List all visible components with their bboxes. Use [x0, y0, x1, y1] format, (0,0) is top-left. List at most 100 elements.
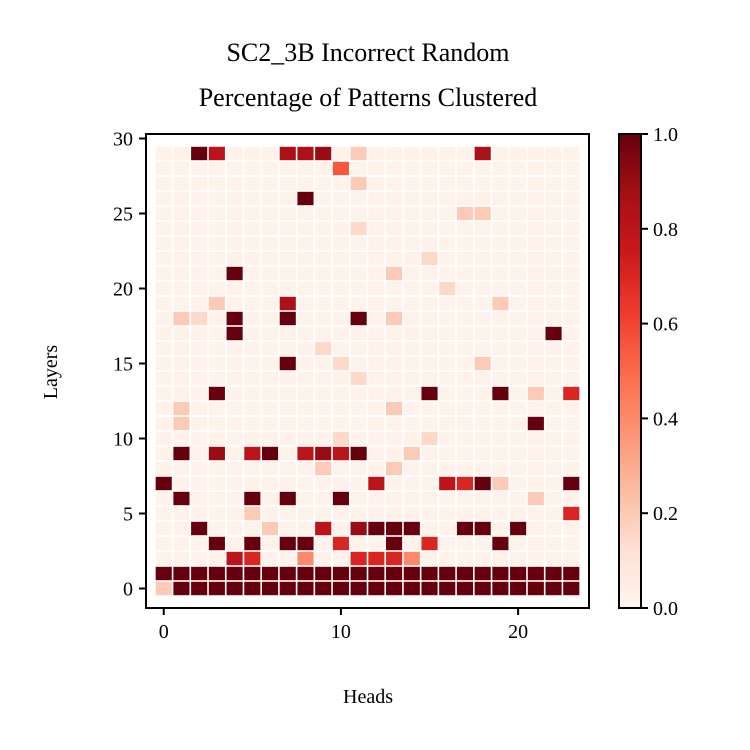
- heatmap-cell: [173, 161, 190, 176]
- colorbar-tick-label: 0.4: [653, 408, 678, 430]
- heatmap-cell: [545, 446, 562, 461]
- heatmap-cell: [155, 446, 172, 461]
- heatmap-cell: [545, 296, 562, 311]
- heatmap-cell: [208, 371, 225, 386]
- heatmap-cell: [173, 491, 190, 506]
- heatmap-cell: [244, 341, 261, 356]
- heatmap-cell: [368, 281, 385, 296]
- heatmap-cell: [563, 251, 580, 266]
- heatmap-cell: [403, 521, 420, 536]
- heatmap-cell: [386, 506, 403, 521]
- heatmap-cell: [208, 491, 225, 506]
- heatmap-cell: [456, 491, 474, 506]
- heatmap-cell: [226, 551, 243, 566]
- heatmap-cell: [421, 251, 438, 266]
- heatmap-cell: [421, 521, 438, 536]
- heatmap-cell: [173, 446, 190, 461]
- heatmap-cell: [279, 386, 296, 401]
- heatmap-cell: [403, 386, 420, 401]
- heatmap-cell: [155, 326, 172, 341]
- heatmap-cell: [456, 431, 474, 446]
- heatmap-cell: [244, 281, 261, 296]
- heatmap-cell: [474, 356, 491, 371]
- heatmap-cell: [456, 161, 474, 176]
- heatmap-cell: [208, 401, 225, 416]
- heatmap-cell: [332, 236, 349, 251]
- heatmap-cell: [510, 356, 527, 371]
- heatmap-cell: [297, 236, 314, 251]
- heatmap-cell: [155, 401, 172, 416]
- heatmap-cell: [510, 146, 527, 161]
- heatmap-cell: [474, 251, 491, 266]
- heatmap-cell: [332, 461, 349, 476]
- heatmap-cell: [332, 311, 349, 326]
- heatmap-cell: [563, 401, 580, 416]
- y-tick-label: 5: [123, 504, 133, 526]
- heatmap-cell: [492, 206, 509, 221]
- heatmap-cell: [244, 521, 261, 536]
- heatmap-cell: [261, 341, 279, 356]
- heatmap-cell: [208, 146, 225, 161]
- heatmap-cell: [545, 221, 562, 236]
- heatmap-cell: [439, 296, 456, 311]
- heatmap-cell: [332, 341, 349, 356]
- heatmap-cell: [297, 371, 314, 386]
- heatmap-cell: [226, 566, 243, 581]
- heatmap-cell: [279, 206, 296, 221]
- heatmap-cell: [545, 341, 562, 356]
- heatmap-cell: [563, 161, 580, 176]
- heatmap-cell: [368, 491, 385, 506]
- heatmap-cell: [474, 431, 491, 446]
- heatmap-cell: [173, 416, 190, 431]
- heatmap-cell: [315, 371, 332, 386]
- heatmap-cell: [297, 221, 314, 236]
- heatmap-cell: [155, 161, 172, 176]
- heatmap-cell: [474, 446, 491, 461]
- heatmap-cell: [297, 401, 314, 416]
- heatmap-cell: [386, 236, 403, 251]
- heatmap-cell: [510, 206, 527, 221]
- heatmap-cell: [332, 446, 349, 461]
- heatmap-cell: [510, 566, 527, 581]
- heatmap-cell: [155, 281, 172, 296]
- heatmap-cell: [244, 176, 261, 191]
- heatmap-cell: [279, 476, 296, 491]
- heatmap-cell: [386, 566, 403, 581]
- heatmap-cell: [456, 191, 474, 206]
- heatmap-cell: [421, 371, 438, 386]
- heatmap-cell: [315, 356, 332, 371]
- heatmap-cell: [456, 146, 474, 161]
- heatmap-cell: [297, 251, 314, 266]
- heatmap-cell: [492, 536, 509, 551]
- y-tick-label: 0: [123, 579, 133, 601]
- heatmap-cell: [261, 221, 279, 236]
- heatmap-cell: [527, 551, 544, 566]
- heatmap-cell: [386, 401, 403, 416]
- heatmap-cell: [474, 536, 491, 551]
- heatmap-cell: [386, 251, 403, 266]
- heatmap-cell: [261, 476, 279, 491]
- heatmap-cell: [315, 551, 332, 566]
- heatmap-cell: [208, 191, 225, 206]
- heatmap-cell: [456, 281, 474, 296]
- heatmap-cell: [226, 296, 243, 311]
- heatmap-cell: [368, 431, 385, 446]
- heatmap-cell: [332, 356, 349, 371]
- heatmap-cell: [208, 311, 225, 326]
- y-tick-label: 20: [113, 279, 133, 301]
- heatmap-cell: [439, 266, 456, 281]
- heatmap-cell: [191, 401, 208, 416]
- heatmap-cell: [492, 176, 509, 191]
- heatmap-cell: [545, 266, 562, 281]
- heatmap-cell: [386, 416, 403, 431]
- heatmap-cell: [155, 581, 172, 596]
- heatmap-cell: [191, 431, 208, 446]
- heatmap-cell: [474, 311, 491, 326]
- heatmap-cell: [510, 446, 527, 461]
- heatmap-cell: [545, 431, 562, 446]
- heatmap-cell: [350, 401, 367, 416]
- heatmap-cell: [563, 536, 580, 551]
- heatmap-cell: [492, 266, 509, 281]
- heatmap-cell: [545, 581, 562, 596]
- heatmap-cell: [403, 446, 420, 461]
